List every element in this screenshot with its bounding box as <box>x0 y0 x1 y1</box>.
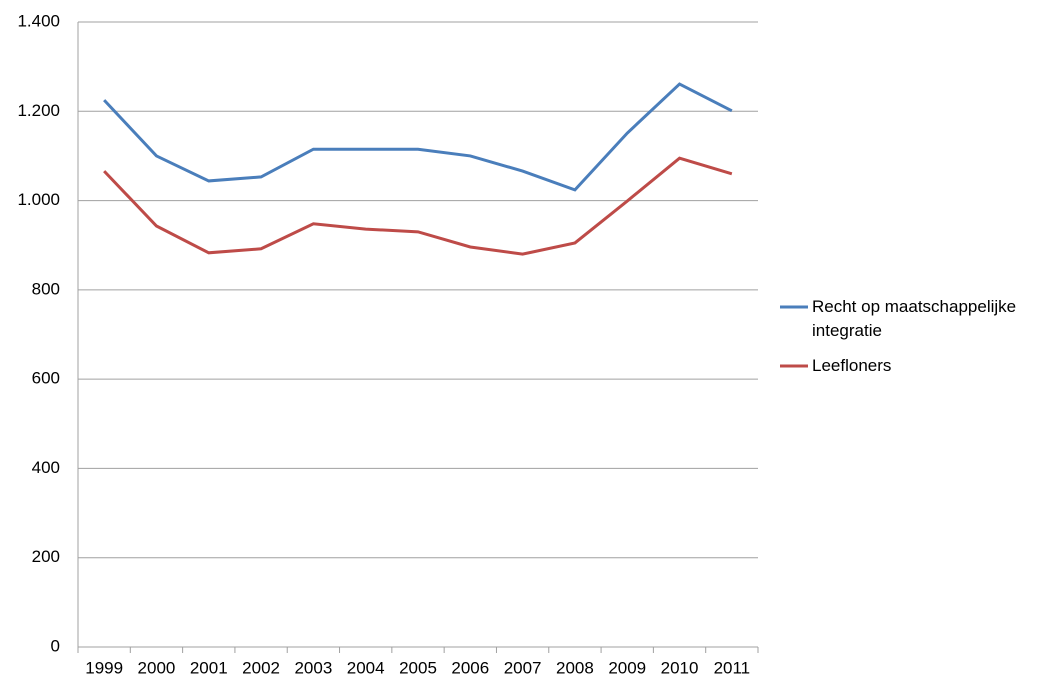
x-tick-label: 2000 <box>138 658 176 677</box>
x-tick-label: 2004 <box>347 658 385 677</box>
x-tick-label: 2008 <box>556 658 594 677</box>
y-tick-label: 400 <box>32 458 60 477</box>
x-tick-label: 2007 <box>504 658 542 677</box>
x-tick-label: 2009 <box>608 658 646 677</box>
x-tick-label: 2002 <box>242 658 280 677</box>
x-tick-label: 1999 <box>85 658 123 677</box>
y-tick-label: 1.400 <box>17 11 60 30</box>
y-tick-label: 800 <box>32 279 60 298</box>
x-tick-label: 2003 <box>294 658 332 677</box>
y-tick-label: 600 <box>32 369 60 388</box>
x-tick-label: 2006 <box>451 658 489 677</box>
series-line <box>103 156 733 256</box>
y-tick-label: 0 <box>51 636 60 655</box>
y-tick-label: 200 <box>32 547 60 566</box>
legend-label: Leefloners <box>812 356 892 375</box>
x-tick-label: 2011 <box>714 658 751 677</box>
x-tick-label: 2001 <box>190 658 228 677</box>
x-tick-label: 2005 <box>399 658 437 677</box>
y-tick-label: 1.000 <box>17 190 60 209</box>
x-tick-label: 2010 <box>661 658 699 677</box>
y-tick-label: 1.200 <box>17 101 60 120</box>
series-line <box>103 82 733 192</box>
legend-label: Recht op maatschappelijke integratie <box>812 297 1017 340</box>
